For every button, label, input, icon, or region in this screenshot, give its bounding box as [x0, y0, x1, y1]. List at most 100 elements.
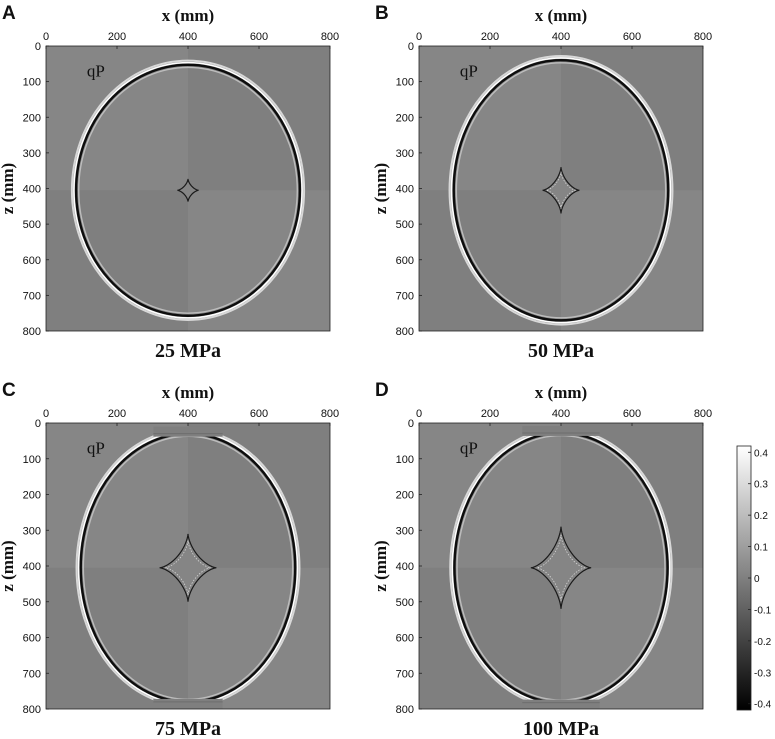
- y-axis-label: z (mm): [371, 163, 390, 214]
- x-tick-label: 800: [321, 408, 339, 420]
- y-tick-label: 500: [23, 597, 41, 609]
- y-tick-label: 800: [396, 704, 414, 716]
- y-tick-label: 300: [23, 525, 41, 537]
- x-tick-label: 200: [481, 31, 499, 43]
- y-tick-label: 500: [23, 219, 41, 231]
- y-tick-label: 800: [396, 326, 414, 338]
- quadrant-shade: [188, 567, 330, 709]
- y-tick-label: 700: [396, 290, 414, 302]
- qp-label: qP: [460, 438, 478, 457]
- y-tick-label: 500: [396, 219, 414, 231]
- x-axis-label: x (mm): [535, 383, 587, 402]
- y-tick-label: 100: [23, 454, 41, 466]
- panel-letter: A: [2, 3, 16, 24]
- y-tick-label: 600: [396, 633, 414, 645]
- x-tick-label: 600: [623, 31, 641, 43]
- y-tick-label: 400: [23, 184, 41, 196]
- y-tick-label: 600: [23, 255, 41, 267]
- y-tick-label: 300: [396, 148, 414, 160]
- cusp-wavefront: [530, 526, 592, 609]
- panel-caption: 25 MPa: [155, 340, 221, 362]
- y-tick-label: 500: [396, 597, 414, 609]
- colorbar-tick-label: -0.3: [754, 668, 772, 679]
- cusp-wavefront: [159, 533, 217, 602]
- panel-caption: 75 MPa: [155, 718, 221, 739]
- x-tick-label: 600: [250, 408, 268, 420]
- y-tick-label: 400: [396, 561, 414, 573]
- flat-cap: [522, 425, 600, 436]
- x-tick-label: 200: [481, 408, 499, 420]
- flat-cap: [153, 426, 223, 437]
- qp-label: qP: [87, 61, 105, 80]
- panel-letter: D: [375, 380, 389, 401]
- qp-label: qP: [460, 61, 478, 80]
- y-tick-label: 0: [408, 41, 414, 53]
- colorbar-tick-label: -0.2: [754, 637, 772, 648]
- quadrant-shade: [419, 423, 561, 568]
- x-tick-label: 400: [179, 408, 197, 420]
- y-axis-label: z (mm): [0, 540, 17, 591]
- panel-c: 0 200 400 600 800 0 100 200 300 400 500 600 700 800 x …: [0, 380, 339, 739]
- x-tick-label: 600: [623, 408, 641, 420]
- quadrant-shade: [561, 190, 703, 331]
- x-tick-label: 800: [321, 31, 339, 43]
- x-axis-label: x (mm): [162, 383, 214, 402]
- x-tick-label: 0: [43, 408, 49, 420]
- y-tick-label: 100: [23, 77, 41, 89]
- y-tick-label: 800: [23, 704, 41, 716]
- y-tick-label: 200: [23, 112, 41, 124]
- cusp-wavefront: [177, 178, 199, 202]
- y-tick-label: 100: [396, 77, 414, 89]
- x-tick-label: 0: [43, 31, 49, 43]
- colorbar-tick-label: -0.1: [754, 605, 772, 616]
- y-tick-label: 300: [396, 525, 414, 537]
- x-tick-label: 400: [179, 31, 197, 43]
- colorbar-tick-label: 0.1: [754, 543, 768, 554]
- y-tick-label: 0: [35, 41, 41, 53]
- y-tick-label: 0: [35, 418, 41, 430]
- x-tick-label: 0: [416, 31, 422, 43]
- colorbar-tick-label: -0.4: [754, 700, 772, 711]
- y-tick-label: 700: [396, 668, 414, 680]
- y-tick-label: 600: [23, 633, 41, 645]
- colorbar-tick-label: 0.2: [754, 511, 768, 522]
- panel-b: 0 200 400 600 800 0 100 200 300 400 500 600 700 800 x …: [371, 3, 712, 362]
- panel-letter: C: [2, 380, 16, 401]
- flat-cap: [522, 699, 600, 709]
- y-axis-label: z (mm): [371, 540, 390, 591]
- x-axis-label: x (mm): [535, 6, 587, 25]
- y-tick-label: 700: [23, 290, 41, 302]
- quadrant-shade: [419, 46, 561, 191]
- x-axis-label: x (mm): [162, 6, 214, 25]
- qp-wavefront: [448, 54, 674, 326]
- y-tick-label: 200: [23, 490, 41, 502]
- x-tick-label: 400: [552, 408, 570, 420]
- colorbar: 0.4 0.3 0.2 0.1 0 -0.1 -0.2 -0.3 -0.4: [736, 445, 772, 711]
- colorbar-tick-label: 0.3: [754, 480, 768, 491]
- x-tick-label: 200: [108, 31, 126, 43]
- panel-letter: B: [375, 3, 389, 24]
- x-tick-label: 600: [250, 31, 268, 43]
- y-tick-label: 700: [23, 668, 41, 680]
- y-tick-label: 0: [408, 418, 414, 430]
- y-tick-label: 400: [23, 561, 41, 573]
- panel-d: 0 200 400 600 800 0 100 200 300 400 500 600 700 800 x …: [371, 380, 712, 739]
- x-tick-label: 400: [552, 31, 570, 43]
- x-tick-label: 200: [108, 408, 126, 420]
- qp-label: qP: [87, 438, 105, 457]
- y-tick-label: 200: [396, 490, 414, 502]
- cusp-wavefront: [542, 167, 580, 214]
- panel-a: 0 200 400 600 800 0 100 200 300 400 500 600 700 800 x …: [0, 3, 339, 362]
- qp-wavefront: [70, 59, 306, 321]
- y-axis-label: z (mm): [0, 163, 17, 214]
- colorbar-tick-label: 0: [754, 574, 760, 585]
- quadrant-shade: [46, 423, 188, 568]
- y-tick-label: 100: [396, 454, 414, 466]
- x-tick-label: 800: [694, 31, 712, 43]
- x-tick-label: 800: [694, 408, 712, 420]
- y-tick-label: 300: [23, 148, 41, 160]
- quadrant-shade: [561, 567, 703, 709]
- quadrant-shade: [188, 190, 330, 331]
- x-tick-label: 0: [416, 408, 422, 420]
